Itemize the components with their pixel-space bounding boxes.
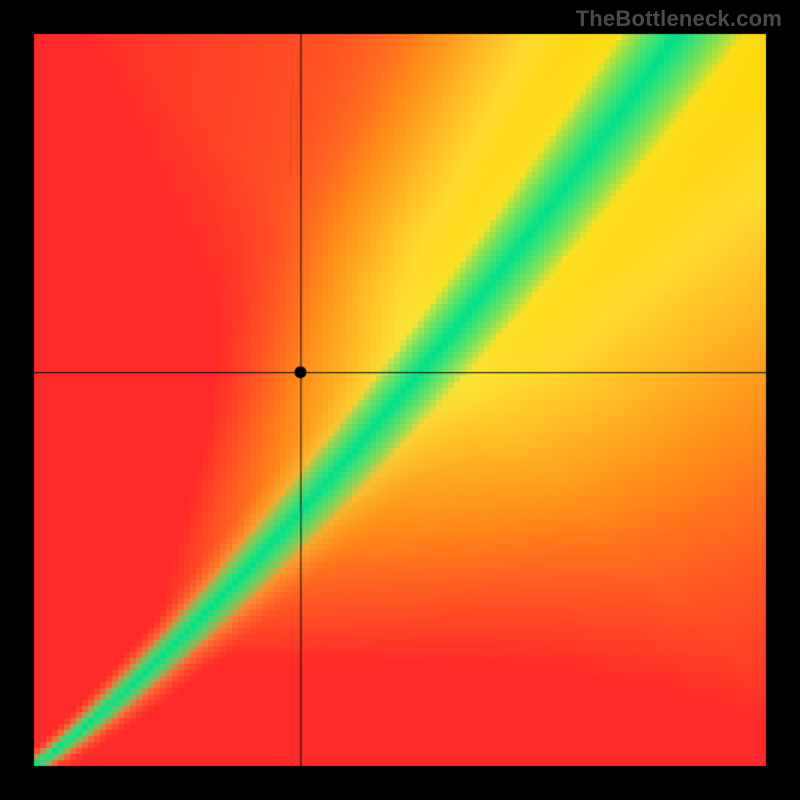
watermark-text: TheBottleneck.com	[576, 6, 782, 32]
bottleneck-heatmap	[0, 0, 800, 800]
